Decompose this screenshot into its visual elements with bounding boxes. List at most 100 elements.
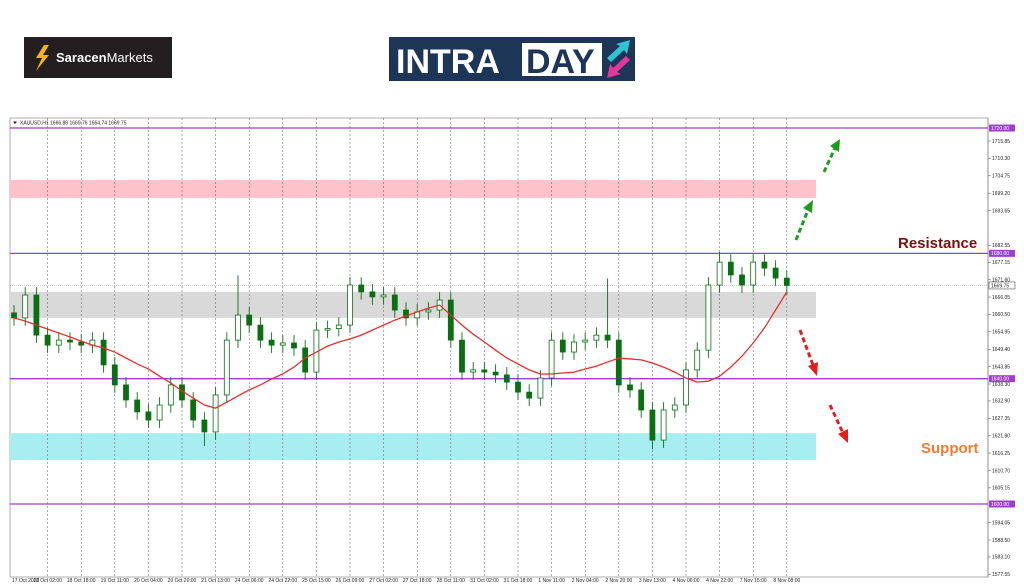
candle-body (246, 314, 253, 326)
y-tick-label: 1616.25 (992, 451, 1010, 457)
candle-body (11, 312, 17, 319)
logo-box (24, 37, 172, 78)
candle-body (627, 384, 633, 391)
level-label: 1640.00 (991, 376, 1009, 382)
candle-body (548, 339, 555, 379)
level-label: 1600.00 (991, 502, 1009, 508)
brand-logo: SaracenMarkets (24, 37, 172, 78)
candle-body (235, 314, 241, 341)
x-tick-label: 28 Oct 11:00 (437, 578, 465, 584)
resistance-label: Resistance (898, 235, 977, 252)
x-tick-label: 27 Oct 02:00 (369, 578, 398, 584)
candle-body (145, 411, 152, 421)
y-tick-label: 1610.70 (992, 468, 1010, 474)
arrow-up-2 (822, 147, 837, 173)
y-tick-label: 1677.15 (992, 260, 1010, 266)
candle-body (67, 339, 73, 343)
y-tick-label: 1638.30 (992, 382, 1010, 388)
x-tick-label: 1 Nov 11:00 (538, 578, 565, 584)
candle-body (201, 419, 208, 433)
candle-body (33, 294, 40, 336)
y-tick-label: 1588.50 (992, 538, 1010, 544)
candle-body (324, 328, 331, 331)
banner-right-box (522, 43, 602, 76)
y-tick-label: 1666.05 (992, 295, 1010, 301)
y-tick-label: 1710.30 (992, 156, 1010, 162)
x-tick-label: 2 Nov 04:00 (572, 578, 599, 584)
candle-body (134, 399, 141, 413)
candle-body (503, 374, 510, 383)
candle-body (761, 261, 768, 269)
candle-body (671, 404, 678, 411)
candle-body (156, 404, 163, 421)
y-tick-label: 1682.55 (992, 243, 1010, 249)
arrow-down-2 (828, 404, 845, 434)
candle-body (716, 261, 723, 286)
candle-body (100, 339, 107, 366)
x-tick-label: 31 Oct 18:00 (504, 578, 533, 584)
y-tick-label: 1627.35 (992, 416, 1010, 422)
banner-right: DAY (526, 43, 595, 81)
arrow-up-1 (794, 209, 810, 241)
x-tick-label: 17 Oct 2022 (12, 578, 39, 584)
x-tick-label: 19 Oct 11:00 (101, 578, 129, 584)
candle-body (739, 274, 745, 286)
candle-body (559, 339, 566, 353)
last-price-box (988, 281, 1016, 290)
y-tick-label: 1577.55 (992, 572, 1010, 578)
candle-body (638, 389, 645, 411)
x-tick-label: 18 Oct 02:00 (33, 578, 62, 584)
candle-body (167, 384, 174, 406)
y-tick-label: 1605.15 (992, 486, 1010, 492)
candle-body (750, 261, 757, 286)
x-tick-label: 20 Oct 20:00 (168, 578, 197, 584)
x-tick-label: 31 Oct 02:00 (470, 578, 499, 584)
candle-body (55, 339, 62, 346)
candle-body (369, 291, 376, 298)
candle-body (492, 371, 499, 376)
y-tick-label: 1649.40 (992, 347, 1010, 353)
brand-name: SaracenMarkets (56, 50, 153, 65)
y-tick-label: 1654.95 (992, 330, 1010, 336)
banner: INTRA DAY (389, 37, 635, 81)
chart-header: XAUUSD,H1 1666.88 1669.76 1664.74 1669.7… (20, 121, 127, 127)
y-tick-label: 1583.10 (992, 555, 1010, 561)
x-tick-label: 25 Oct 15:00 (302, 578, 331, 584)
candle-body (593, 334, 600, 341)
candle-body (447, 299, 454, 341)
candle-body (223, 339, 230, 396)
level-label-box (989, 124, 1015, 132)
x-tick-label: 24 Oct 22:00 (268, 578, 297, 584)
arrow-down-1 (798, 329, 815, 366)
x-tick-label: 2 Nov 20:00 (605, 578, 632, 584)
arrow-head (803, 200, 813, 213)
forecast-arrows (794, 139, 848, 443)
candle-body (772, 267, 779, 279)
y-tick-label: 1704.75 (992, 174, 1010, 180)
candle-body (705, 284, 712, 351)
y-tick-label: 1621.80 (992, 433, 1010, 439)
candle-body (380, 294, 387, 298)
candle-body (111, 364, 118, 386)
x-tick-label: 27 Oct 18:00 (403, 578, 432, 584)
candle-body (391, 294, 398, 311)
brand-light: Markets (107, 50, 154, 65)
candle-body (44, 334, 51, 346)
banner-left: INTRA (396, 43, 500, 81)
x-tick-label: 20 Oct 04:00 (134, 578, 163, 584)
last-price-label: 1669.75 (991, 283, 1009, 289)
arrow-head (808, 362, 818, 376)
candle-body (694, 349, 701, 371)
candle-body (403, 309, 409, 319)
candle-body (22, 294, 29, 319)
level-label-box (989, 375, 1015, 383)
y-tick-label: 1660.50 (992, 312, 1010, 318)
moving-average (13, 291, 788, 409)
arrow-head (830, 139, 840, 152)
level-label-box (989, 249, 1015, 257)
y-tick-label: 1594.05 (992, 520, 1010, 526)
banner-arrow-up (607, 40, 630, 62)
y-tick-label: 1671.60 (992, 277, 1010, 283)
y-tick-label: 1643.85 (992, 364, 1010, 370)
